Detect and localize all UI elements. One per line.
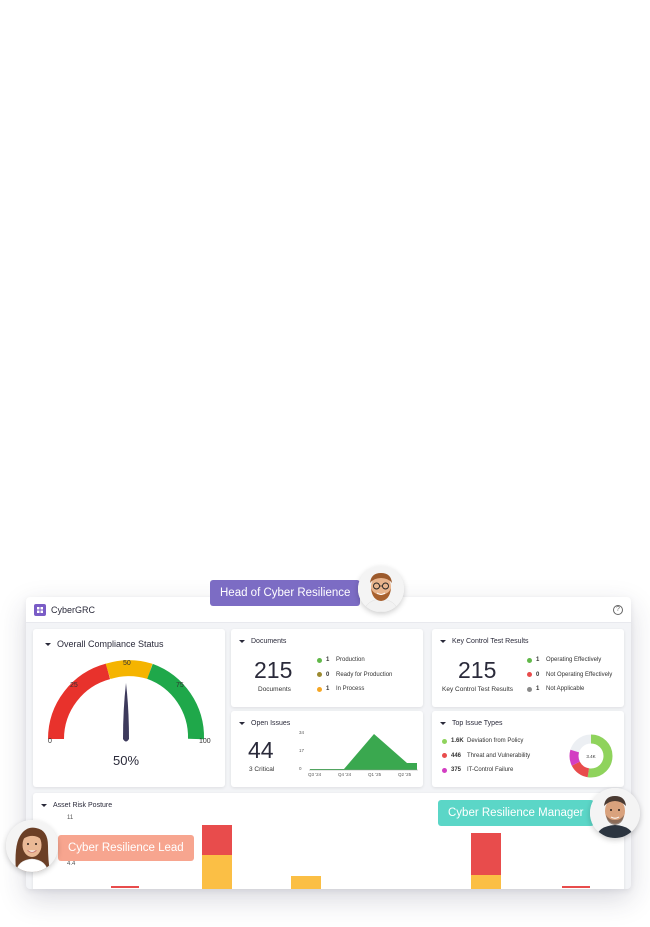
documents-caption: Documents (258, 686, 291, 693)
x-tick-label: Q4 '24 (338, 772, 352, 777)
donut-slice-policy (569, 734, 613, 778)
asset-risk-title[interactable]: Asset Risk Posture (41, 802, 112, 809)
x-tick-label: Q2 '25 (398, 772, 412, 777)
x-tick-label: Q1 '25 (368, 772, 382, 777)
help-icon[interactable]: ? (613, 604, 623, 615)
collapse-caret-icon[interactable] (239, 640, 245, 643)
status-dot-icon (527, 672, 532, 678)
collapse-caret-icon[interactable] (239, 722, 245, 725)
status-dot-icon (317, 672, 322, 678)
y-tick-label: 34 (299, 730, 305, 735)
x-tick-label: Q3 '24 (308, 772, 322, 777)
avatar (6, 820, 58, 872)
open-issues-card: Open Issues 44 3 Critical 34 17 0 Q3 '24… (231, 711, 423, 787)
top-issues-donut: 3.4K (569, 734, 613, 778)
key-controls-title[interactable]: Key Control Test Results (440, 638, 529, 645)
legend-item[interactable]: 0 Ready for Production (317, 668, 392, 683)
status-dot-icon (317, 657, 322, 663)
key-controls-caption: Key Control Test Results (442, 686, 514, 693)
badge-cyber-resilience-lead: Cyber Resilience Lead (58, 835, 194, 861)
app-logo-icon (34, 603, 46, 616)
gauge-segment-yellow (105, 660, 153, 680)
top-issues-title-text: Top Issue Types (452, 720, 503, 727)
y-tick-label: 17 (299, 748, 305, 753)
compliance-title[interactable]: Overall Compliance Status (45, 639, 164, 649)
status-dot-icon (442, 753, 447, 759)
risk-bar-medium (471, 875, 501, 889)
documents-card: Documents 215 Documents 1 Production 0 Rea… (231, 629, 423, 707)
status-dot-icon (442, 767, 447, 773)
risk-bar-high (202, 825, 232, 855)
collapse-caret-icon[interactable] (440, 722, 446, 725)
documents-title-text: Documents (251, 638, 287, 645)
open-issues-caption: 3 Critical (249, 766, 275, 773)
documents-title[interactable]: Documents (239, 638, 286, 645)
documents-total: 215 (254, 657, 293, 683)
issues-area (310, 734, 417, 770)
gauge-tick-75: 75 (176, 682, 184, 689)
app-name: CyberGRC (51, 604, 96, 615)
status-dot-icon (527, 657, 532, 663)
legend-item[interactable]: 1 In Process (317, 682, 392, 697)
gauge-segment-red (48, 663, 111, 740)
y-tick-label: 11 (67, 815, 74, 821)
collapse-caret-icon[interactable] (41, 804, 47, 807)
gauge-tick-100: 100 (199, 738, 211, 745)
badge-head-of-cyber-resilience: Head of Cyber Resilience (210, 580, 361, 606)
risk-bar-high (111, 886, 139, 888)
open-issues-chart: 34 17 0 Q3 '24 Q4 '24 Q1 '25 Q2 '25 (299, 730, 418, 777)
status-dot-icon (442, 738, 447, 744)
donut-center-label: 3.4K (586, 754, 595, 759)
gauge-segment-green (146, 663, 205, 740)
key-controls-legend: 1 Operating Effectively 0 Not Operating Ef… (527, 653, 612, 697)
open-issues-title-text: Open Issues (251, 720, 291, 727)
compliance-title-text: Overall Compliance Status (57, 639, 164, 649)
key-controls-card: Key Control Test Results 215 Key Control… (432, 629, 624, 707)
open-issues-title[interactable]: Open Issues (239, 720, 290, 727)
risk-bar-high (562, 886, 590, 888)
status-dot-icon (317, 686, 322, 692)
status-dot-icon (527, 686, 532, 692)
legend-item[interactable]: 375 IT-Control Failure (442, 763, 530, 778)
compliance-gauge: 0 25 50 75 100 50% (48, 660, 211, 768)
badge-cyber-resilience-manager: Cyber Resilience Manager (438, 800, 594, 826)
collapse-caret-icon[interactable] (45, 642, 51, 646)
open-issues-total: 44 (248, 737, 274, 763)
donut-slice-control (569, 734, 613, 778)
gauge-tick-50: 50 (123, 660, 131, 667)
risk-bar-medium (202, 855, 232, 889)
compliance-card: Overall Compliance Status 0 25 50 75 100… (33, 629, 225, 787)
gauge-tick-0: 0 (48, 738, 52, 745)
legend-item[interactable]: 1 Operating Effectively (527, 653, 612, 668)
y-tick-label: 0 (299, 766, 302, 771)
key-controls-title-text: Key Control Test Results (452, 638, 529, 645)
gauge-tick-25: 25 (70, 682, 78, 689)
asset-risk-chart (111, 825, 590, 889)
avatar (358, 566, 404, 612)
gauge-needle (123, 683, 129, 742)
top-issues-legend: 1.6K Deviation from Policy 446 Threat and … (442, 734, 530, 778)
y-tick-label: 4.4 (67, 861, 76, 867)
gauge-value: 50% (113, 753, 139, 768)
risk-bar-high (471, 833, 501, 875)
key-controls-total: 215 (458, 657, 497, 683)
legend-item[interactable]: 1 Not Applicable (527, 682, 612, 697)
documents-legend: 1 Production 0 Ready for Production 1 In Pr… (317, 653, 392, 697)
collapse-caret-icon[interactable] (440, 640, 446, 643)
dashboard-window: CyberGRC ? Overall Compliance Status 0 2… (26, 597, 631, 889)
risk-bar-medium (291, 876, 321, 889)
legend-item[interactable]: 1 Production (317, 653, 392, 668)
asset-risk-title-text: Asset Risk Posture (53, 802, 113, 809)
avatar (590, 788, 640, 838)
legend-item[interactable]: 1.6K Deviation from Policy (442, 734, 530, 749)
legend-item[interactable]: 0 Not Operating Effectively (527, 668, 612, 683)
top-issues-card: Top Issue Types 1.6K Deviation from Polic… (432, 711, 624, 787)
legend-item[interactable]: 446 Threat and Vulnerability (442, 749, 530, 764)
top-issues-title[interactable]: Top Issue Types (440, 720, 502, 727)
